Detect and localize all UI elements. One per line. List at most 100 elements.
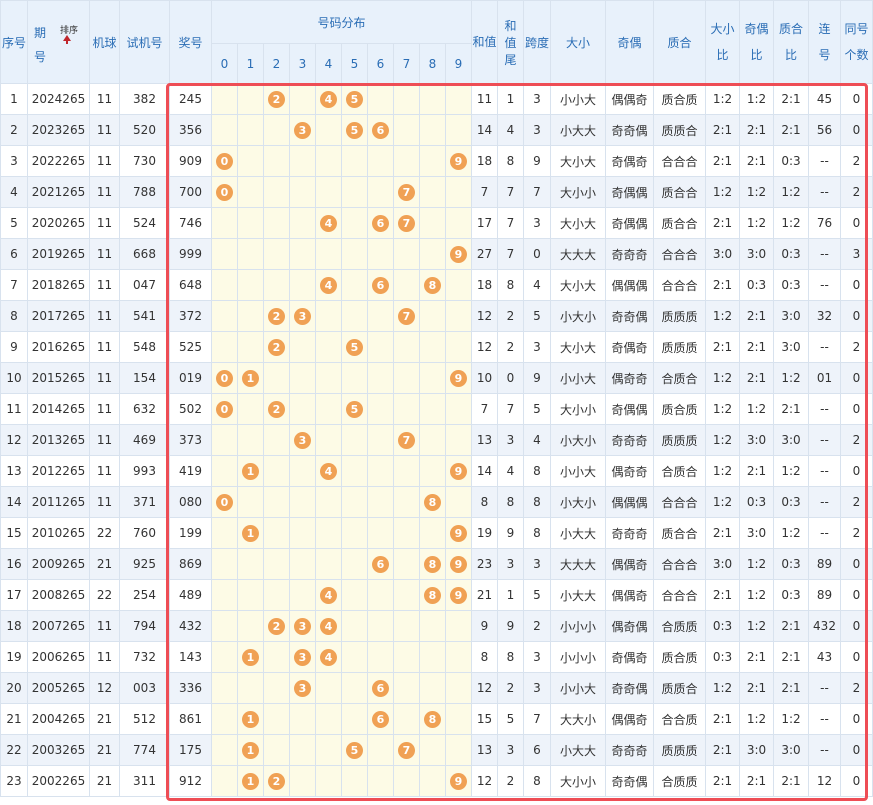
row-same-count: 2 [840, 486, 873, 518]
row-sum-tail: 7 [497, 393, 524, 425]
distribution-cell [367, 486, 394, 518]
sort-arrow-stem-icon [66, 40, 68, 44]
distribution-cell [289, 145, 316, 177]
row-same-count: 2 [840, 176, 873, 208]
distribution-cell [393, 672, 420, 704]
row-consecutive: 56 [808, 114, 841, 146]
row-seq: 8 [0, 300, 28, 332]
distribution-cell [393, 703, 420, 735]
row-size: 小小大 [550, 455, 606, 487]
distribution-cell [237, 114, 264, 146]
row-machine: 21 [89, 734, 120, 766]
row-parity-ratio: 2:1 [739, 145, 774, 177]
header-machine: 机球 [89, 0, 120, 84]
row-seq: 15 [0, 517, 28, 549]
distribution-cell: 4 [315, 207, 342, 239]
table-row: 14 2011265 11 371 080 0 8 8 8 8 小大小 偶偶偶 合合合 1:2 0:3 0:3… [0, 486, 873, 518]
number-ball: 7 [398, 183, 415, 201]
number-ball: 7 [398, 307, 415, 325]
row-period: 2015265 [27, 362, 90, 394]
row-same-count: 0 [840, 207, 873, 239]
distribution-cell [341, 207, 368, 239]
row-parity-ratio: 3:0 [739, 238, 774, 270]
distribution-cell [237, 176, 264, 208]
row-size-ratio: 1:2 [705, 83, 740, 115]
row-parity: 奇奇奇 [605, 734, 654, 766]
row-prize: 199 [169, 517, 212, 549]
row-size-ratio: 2:1 [705, 579, 740, 611]
distribution-cell: 3 [289, 672, 316, 704]
sort-arrow-icon[interactable] [63, 35, 71, 41]
distribution-cell [445, 641, 472, 673]
row-sum-tail: 2 [497, 331, 524, 363]
row-seq: 20 [0, 672, 28, 704]
row-parity: 偶奇奇 [605, 455, 654, 487]
row-test-number: 524 [119, 207, 170, 239]
row-seq: 1 [0, 83, 28, 115]
row-consecutive: -- [808, 331, 841, 363]
row-prime: 合合合 [653, 238, 706, 270]
row-test-number: 730 [119, 145, 170, 177]
row-machine: 11 [89, 610, 120, 642]
distribution-cell: 3 [289, 641, 316, 673]
row-sum-tail: 8 [497, 145, 524, 177]
row-size: 小大大 [550, 114, 606, 146]
number-ball: 1 [242, 772, 259, 790]
row-prime: 质质质 [653, 734, 706, 766]
row-same-count: 2 [840, 517, 873, 549]
distribution-cell [315, 517, 342, 549]
row-same-count: 2 [840, 145, 873, 177]
distribution-cell: 4 [315, 455, 342, 487]
row-period: 2006265 [27, 641, 90, 673]
sort-label[interactable]: 排序 [60, 26, 79, 36]
distribution-cell [263, 424, 290, 456]
distribution-cell [341, 176, 368, 208]
distribution-cell [315, 672, 342, 704]
row-machine: 11 [89, 176, 120, 208]
distribution-cell [367, 83, 394, 115]
distribution-cell [367, 610, 394, 642]
distribution-cell [289, 455, 316, 487]
row-period: 2017265 [27, 300, 90, 332]
number-ball: 9 [450, 524, 467, 542]
row-prize: 700 [169, 176, 212, 208]
row-prime: 质合合 [653, 176, 706, 208]
row-test-number: 668 [119, 238, 170, 270]
row-prize: 419 [169, 455, 212, 487]
row-parity-ratio: 3:0 [739, 517, 774, 549]
distribution-cell [445, 83, 472, 115]
row-size-ratio: 1:2 [705, 300, 740, 332]
row-same-count: 2 [840, 331, 873, 363]
row-consecutive: -- [808, 269, 841, 301]
distribution-cell: 0 [211, 176, 238, 208]
row-prime: 合合合 [653, 145, 706, 177]
row-seq: 4 [0, 176, 28, 208]
table-row: 5 2020265 11 524 746 4 6 7 17 7 3 大小大 奇偶偶 质合合 2:1 1:2 1:… [0, 207, 873, 239]
distribution-cell [341, 486, 368, 518]
row-prime-ratio: 0:3 [773, 269, 809, 301]
row-seq: 10 [0, 362, 28, 394]
distribution-cell: 4 [315, 641, 342, 673]
row-prime: 合质合 [653, 362, 706, 394]
row-size: 大小大 [550, 145, 606, 177]
distribution-cell [263, 486, 290, 518]
row-consecutive: 32 [808, 300, 841, 332]
header-consecutive: 连号 [808, 0, 841, 84]
row-sum: 9 [471, 610, 498, 642]
row-same-count: 3 [840, 238, 873, 270]
number-ball: 9 [450, 462, 467, 480]
number-ball: 5 [346, 338, 363, 356]
row-parity: 偶偶奇 [605, 548, 654, 580]
row-seq: 23 [0, 765, 28, 797]
distribution-cell [263, 207, 290, 239]
row-size: 大小大 [550, 207, 606, 239]
row-sum-tail: 0 [497, 362, 524, 394]
row-size-ratio: 1:2 [705, 393, 740, 425]
table-row: 3 2022265 11 730 909 0 9 18 8 9 大小大 奇偶奇 合合合 2:1 2:1 0:3… [0, 145, 873, 177]
table-row: 15 2010265 22 760 199 1 9 19 9 8 小大大 奇奇奇 质合合 2:1 3:0 1:… [0, 517, 873, 549]
header-period[interactable]: 期号 排序 [27, 0, 90, 84]
distribution-cell: 0 [211, 362, 238, 394]
row-prime-ratio: 2:1 [773, 765, 809, 797]
row-prime-ratio: 3:0 [773, 331, 809, 363]
